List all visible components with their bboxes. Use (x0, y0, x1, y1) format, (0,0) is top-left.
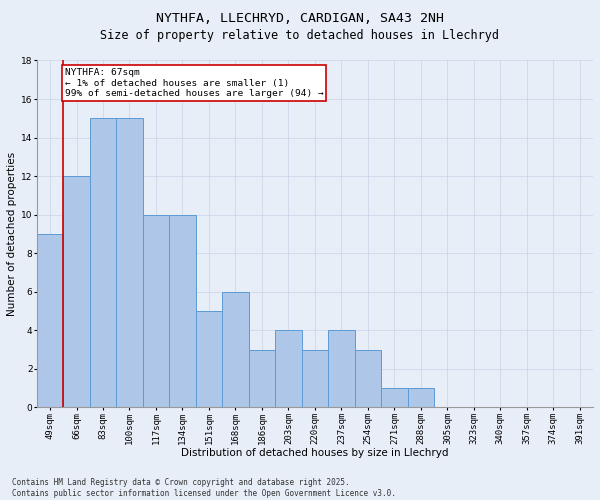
Bar (143, 214, 169, 408)
Bar (63, 176, 90, 408)
Bar (196, 311, 222, 408)
Bar (275, 330, 302, 407)
Text: Size of property relative to detached houses in Llechryd: Size of property relative to detached ho… (101, 29, 499, 42)
Bar (407, 388, 434, 407)
Bar (37, 234, 63, 408)
Text: NYTHFA, LLECHRYD, CARDIGAN, SA43 2NH: NYTHFA, LLECHRYD, CARDIGAN, SA43 2NH (156, 12, 444, 26)
Bar (222, 292, 248, 408)
Text: NYTHFA: 67sqm
← 1% of detached houses are smaller (1)
99% of semi-detached house: NYTHFA: 67sqm ← 1% of detached houses ar… (65, 68, 323, 98)
Y-axis label: Number of detached properties: Number of detached properties (7, 152, 17, 316)
Bar (248, 350, 275, 408)
Bar (328, 330, 355, 407)
Bar (355, 350, 381, 408)
X-axis label: Distribution of detached houses by size in Llechryd: Distribution of detached houses by size … (181, 448, 449, 458)
Bar (302, 350, 328, 408)
Bar (90, 118, 116, 408)
Bar (116, 118, 143, 408)
Text: Contains HM Land Registry data © Crown copyright and database right 2025.
Contai: Contains HM Land Registry data © Crown c… (12, 478, 396, 498)
Bar (381, 388, 407, 407)
Bar (169, 214, 196, 408)
